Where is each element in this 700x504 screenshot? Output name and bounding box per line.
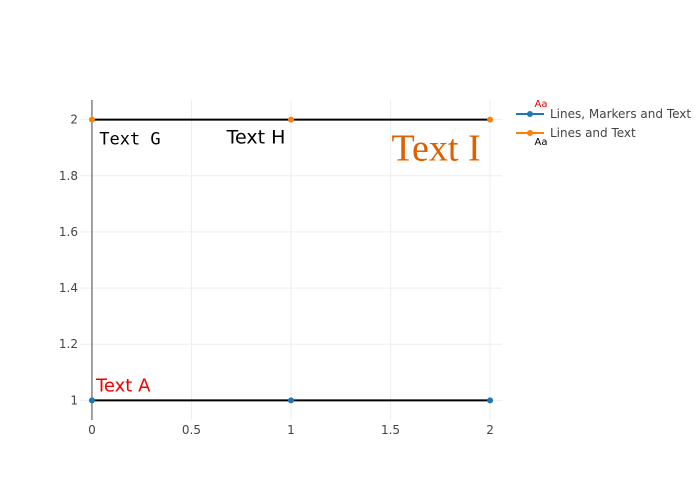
x-tick-label: 0 [88, 423, 96, 437]
legend-text-sample: Aa [535, 99, 548, 110]
series-0 [88, 397, 494, 404]
legend-text-sample: Aa [535, 137, 548, 148]
data-point[interactable] [487, 397, 494, 404]
y-tick-label: 1 [70, 393, 78, 407]
data-point[interactable] [88, 397, 95, 404]
x-tick-label: 0.5 [182, 423, 201, 437]
series-layer [88, 116, 494, 404]
data-point[interactable] [487, 116, 494, 123]
y-tick-label: 1.6 [59, 225, 78, 239]
y-tick-label: 1.2 [59, 337, 78, 351]
y-tick-label: 1.4 [59, 281, 78, 295]
axes: 0 0.5 1 1.5 2 1 1.2 1.4 1.6 1.8 2 [59, 100, 494, 437]
data-label: Text H [226, 127, 286, 149]
data-point[interactable] [88, 116, 95, 123]
data-label: Text G [99, 130, 160, 150]
series-1 [88, 116, 494, 123]
annotation-layer: Text A Text G Text H Text I [95, 127, 481, 397]
x-tick-label: 1 [287, 423, 295, 437]
legend-marker-swatch [527, 130, 533, 136]
y-tick-label: 1.8 [59, 169, 78, 183]
x-tick-label: 2 [486, 423, 494, 437]
x-tick-label: 1.5 [381, 423, 400, 437]
data-point[interactable] [288, 116, 294, 123]
data-point[interactable] [288, 397, 294, 404]
legend-label: Lines, Markers and Text [550, 107, 691, 121]
data-label: Text A [95, 375, 151, 396]
legend-marker-swatch [527, 111, 533, 117]
y-tick-label: 2 [70, 113, 78, 127]
data-label: Text I [391, 128, 480, 170]
legend-label: Lines and Text [550, 126, 636, 140]
